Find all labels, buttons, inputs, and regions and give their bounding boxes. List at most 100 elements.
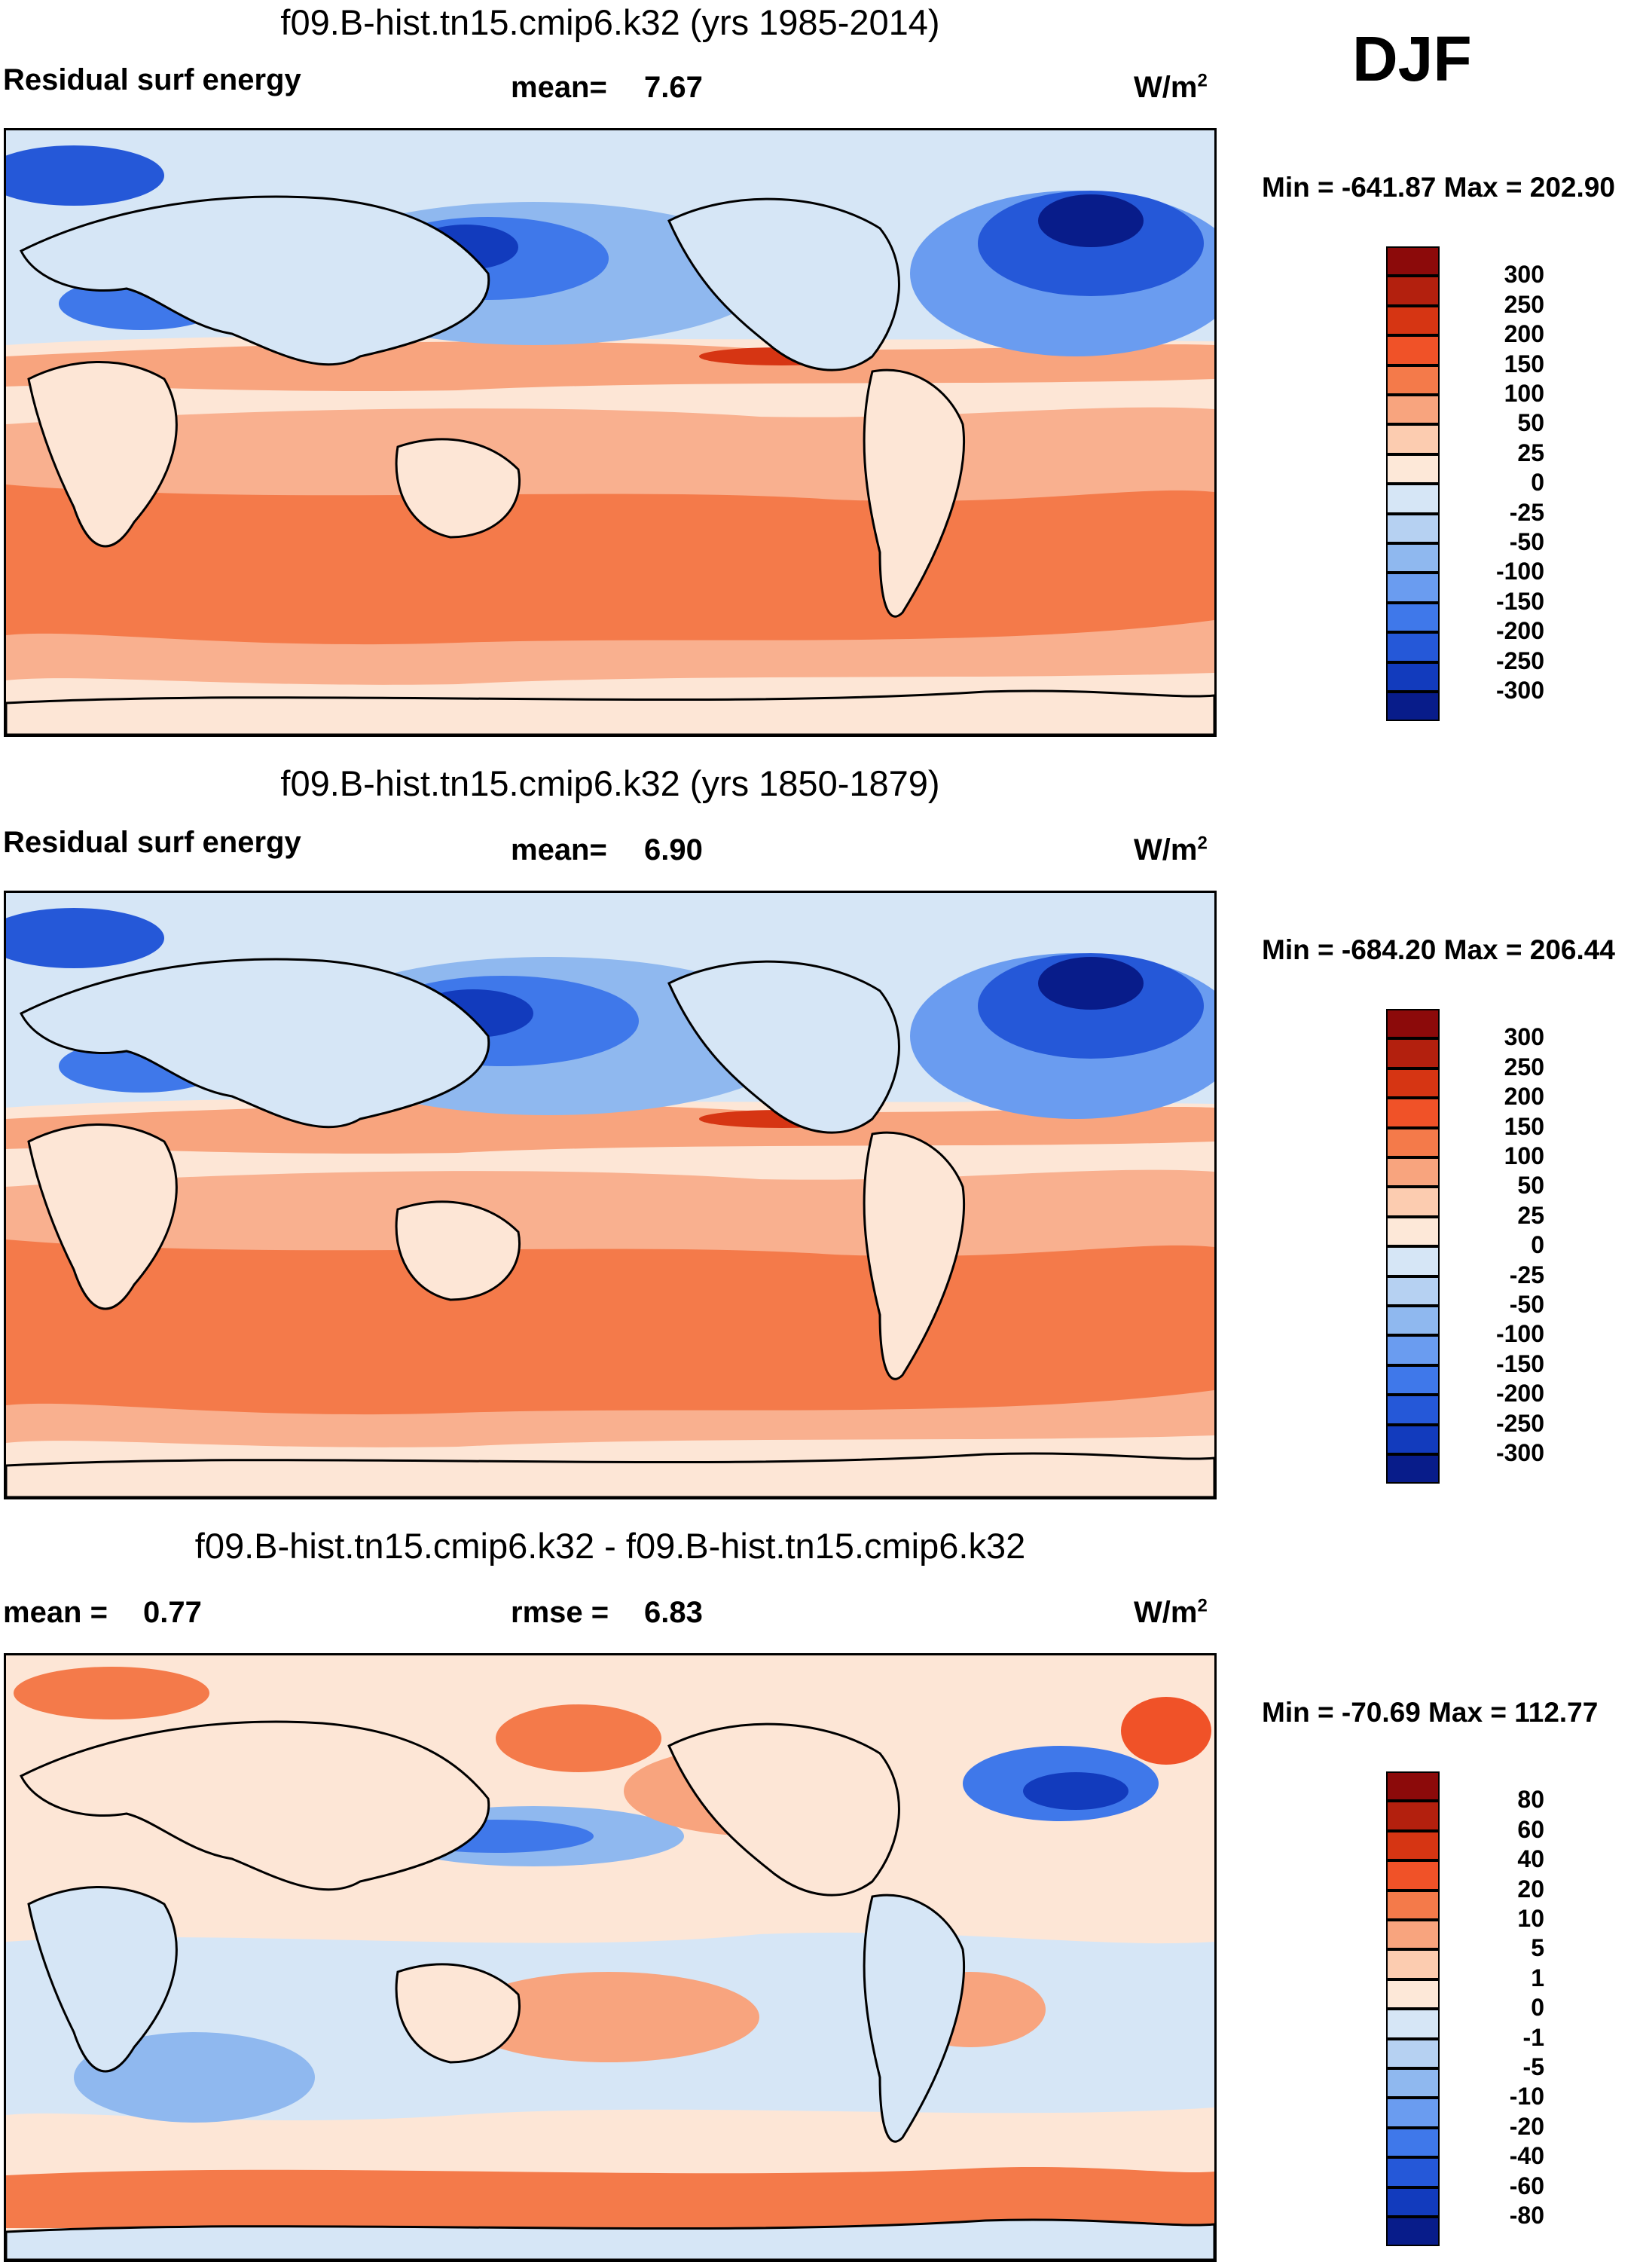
colorbar-tick-label: -1 (1522, 2023, 1544, 2051)
colorbar-box (1386, 692, 1440, 722)
colorbar-box (1386, 395, 1440, 425)
panel2-map (4, 891, 1217, 1499)
panel3-rmse-label: rmse = (511, 1596, 609, 1629)
colorbar-box (1386, 2217, 1440, 2247)
panel3-rmse-value: 6.83 (644, 1596, 703, 1629)
colorbar-tick-label: -60 (1509, 2172, 1544, 2199)
colorbar-tick-label: -150 (1495, 587, 1544, 615)
colorbar-tick-label: 1 (1531, 1964, 1544, 1991)
colorbar-box (1386, 1335, 1440, 1365)
colorbar-box (1386, 1771, 1440, 1802)
colorbar-tick-label: 250 (1504, 1053, 1544, 1081)
colorbar-box (1386, 1187, 1440, 1217)
colorbar-tick-label: 60 (1517, 1815, 1544, 1843)
colorbar-tick-label: 5 (1531, 1934, 1544, 1962)
colorbar-tick-label: 0 (1531, 1994, 1544, 2022)
colorbar-box (1386, 1801, 1440, 1831)
colorbar-tick-label: -10 (1509, 2083, 1544, 2111)
panel3-minmax: Min = -70.69 Max = 112.77 (1262, 1697, 1599, 1728)
panel2-mean-value: 6.90 (644, 833, 703, 867)
colorbar-tick-label: -50 (1509, 1291, 1544, 1318)
colorbar-box (1386, 1098, 1440, 1128)
colorbar-box (1386, 424, 1440, 454)
colorbar-box (1386, 1246, 1440, 1276)
panel1-variable-label: Residual surf energy (3, 63, 301, 96)
colorbar-tick-label: 100 (1504, 380, 1544, 407)
colorbar-tick-label: 0 (1531, 1231, 1544, 1259)
colorbar-tick-label: 50 (1517, 409, 1544, 437)
colorbar-box (1386, 2098, 1440, 2128)
panel1-map-graphic (6, 130, 1214, 735)
colorbar-box (1386, 1038, 1440, 1068)
colorbar-tick-label: 300 (1504, 261, 1544, 289)
colorbar-tick-label: 10 (1517, 1905, 1544, 1932)
colorbar-tick-label: -20 (1509, 2112, 1544, 2140)
panel3-units: W/m2 (1134, 1595, 1208, 1629)
colorbar-box (1386, 335, 1440, 365)
panel2-minmax: Min = -684.20 Max = 206.44 (1262, 934, 1615, 965)
colorbar-tick-label: -40 (1509, 2142, 1544, 2170)
panel1-units: W/m2 (1134, 70, 1208, 104)
colorbar-box (1386, 1216, 1440, 1247)
colorbar-box (1386, 1830, 1440, 1861)
colorbar-box (1386, 305, 1440, 336)
colorbar-box (1386, 2009, 1440, 2039)
colorbar-tick-label: 25 (1517, 439, 1544, 466)
panel1-map (4, 128, 1217, 737)
colorbar-tick-label: 100 (1504, 1142, 1544, 1169)
colorbar-tick-label: 150 (1504, 1112, 1544, 1140)
colorbar-box (1386, 2127, 1440, 2158)
colorbar-tick-label: 50 (1517, 1172, 1544, 1200)
colorbar-tick-label: -150 (1495, 1349, 1544, 1377)
colorbar-tick-label: -250 (1495, 1409, 1544, 1437)
panel3-map-graphic (6, 1655, 1214, 2260)
colorbar-tick-label: 150 (1504, 350, 1544, 377)
colorbar-tick-label: 200 (1504, 1083, 1544, 1111)
colorbar-box (1386, 484, 1440, 514)
colorbar-box (1386, 662, 1440, 692)
colorbar-box (1386, 1306, 1440, 1336)
colorbar-tick-label: 0 (1531, 469, 1544, 497)
colorbar-tick-label: 300 (1504, 1023, 1544, 1051)
panel2-variable-label: Residual surf energy (3, 826, 301, 859)
panel1-title: f09.B-hist.tn15.cmip6.k32 (yrs 1985-2014… (280, 2, 940, 42)
colorbar-box (1386, 1068, 1440, 1099)
colorbar-tick-label: -200 (1495, 1380, 1544, 1408)
season-label: DJF (1352, 23, 1472, 94)
colorbar-box (1386, 513, 1440, 543)
panel2-title: f09.B-hist.tn15.cmip6.k32 (yrs 1850-1879… (280, 763, 940, 803)
colorbar-box (1386, 1395, 1440, 1425)
panel2-map-graphic (6, 893, 1214, 1497)
colorbar-tick-label: -300 (1495, 677, 1544, 704)
colorbar-tick-label: 25 (1517, 1201, 1544, 1229)
colorbar-box (1386, 1127, 1440, 1157)
panel3-mean-label: mean = (3, 1596, 108, 1629)
colorbar-box (1386, 276, 1440, 306)
colorbar-tick-label: 200 (1504, 320, 1544, 348)
panel3-mean-value: 0.77 (143, 1596, 202, 1629)
panel3-map (4, 1653, 1217, 2262)
colorbar-box (1386, 2187, 1440, 2217)
colorbar-box (1386, 1949, 1440, 1979)
colorbar-tick-label: -25 (1509, 498, 1544, 526)
colorbar-box (1386, 573, 1440, 603)
colorbar-box (1386, 1920, 1440, 1950)
colorbar-box (1386, 2038, 1440, 2068)
colorbar-box (1386, 1860, 1440, 1891)
colorbar-box (1386, 1157, 1440, 1187)
colorbar-box (1386, 365, 1440, 395)
colorbar-box (1386, 1276, 1440, 1306)
colorbar-tick-label: -5 (1522, 2053, 1544, 2080)
colorbar-tick-label: -250 (1495, 646, 1544, 674)
colorbar-box (1386, 2068, 1440, 2098)
colorbar-box (1386, 454, 1440, 484)
colorbar-tick-label: 80 (1517, 1786, 1544, 1814)
colorbar-box (1386, 1009, 1440, 1039)
colorbar-box (1386, 602, 1440, 633)
colorbar-tick-label: -300 (1495, 1439, 1544, 1466)
colorbar-box (1386, 246, 1440, 277)
colorbar-tick-label: 250 (1504, 290, 1544, 318)
panel2-units: W/m2 (1134, 833, 1208, 867)
colorbar-box (1386, 543, 1440, 573)
panel2-mean-label: mean= (511, 833, 607, 867)
